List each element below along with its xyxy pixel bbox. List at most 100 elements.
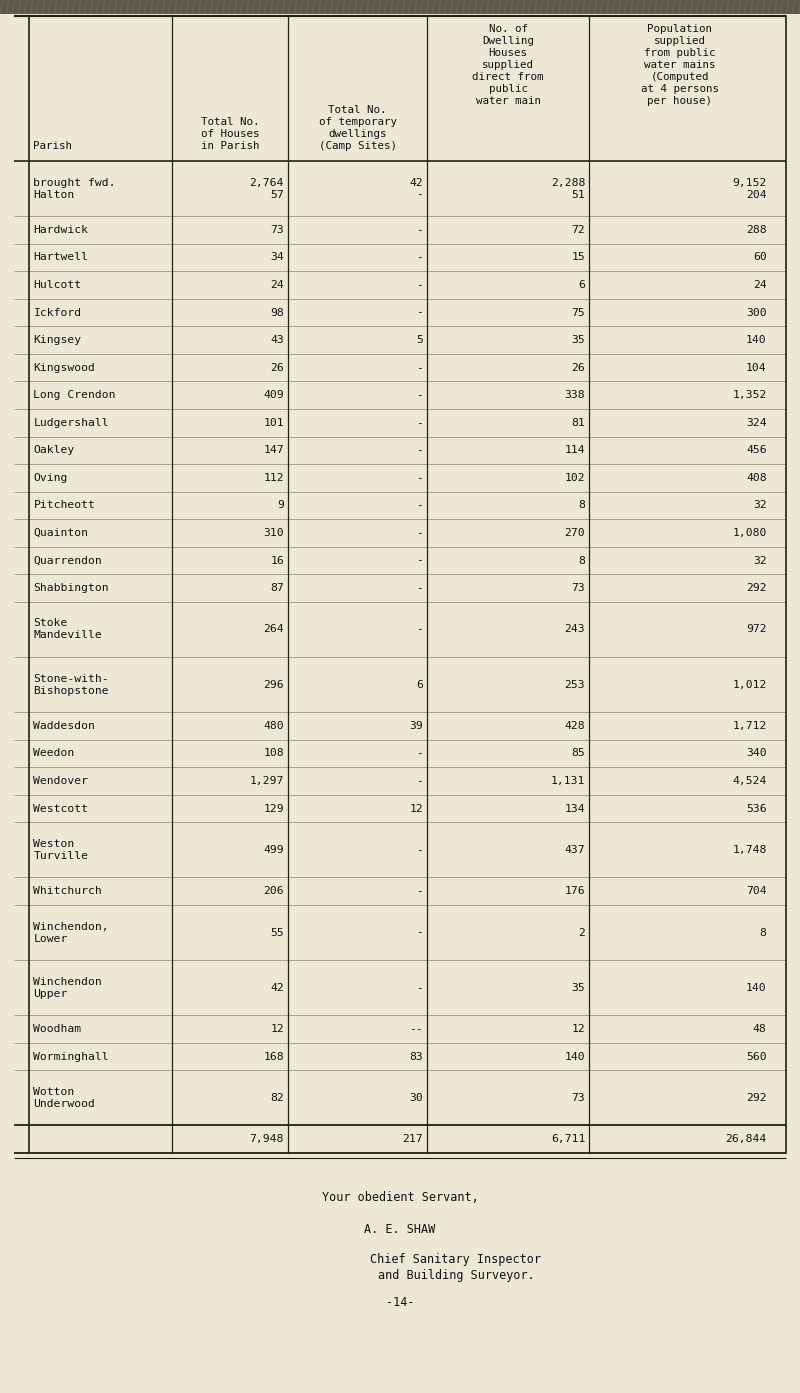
Text: -: -: [416, 418, 423, 428]
Text: 428: 428: [565, 722, 585, 731]
Text: 81: 81: [571, 418, 585, 428]
Text: Woodham: Woodham: [34, 1024, 82, 1034]
Text: No. of
Dwelling
Houses
supplied
direct from
public
water main: No. of Dwelling Houses supplied direct f…: [472, 24, 544, 106]
Text: 1,131: 1,131: [550, 776, 585, 786]
Text: -: -: [416, 556, 423, 566]
Text: 42: 42: [270, 982, 284, 993]
Text: Hartwell: Hartwell: [34, 252, 89, 262]
Text: -: -: [416, 528, 423, 538]
Text: 264: 264: [263, 624, 284, 634]
Text: 536: 536: [746, 804, 766, 814]
Text: 101: 101: [263, 418, 284, 428]
Text: -: -: [416, 308, 423, 318]
Text: 2,764
57: 2,764 57: [250, 177, 284, 199]
Text: -: -: [416, 224, 423, 235]
Text: 8: 8: [578, 556, 585, 566]
Text: -: -: [416, 446, 423, 456]
Text: -: -: [416, 748, 423, 758]
Text: 112: 112: [263, 472, 284, 483]
Text: Stone-with-
Bishopstone: Stone-with- Bishopstone: [34, 674, 109, 695]
Text: -: -: [416, 624, 423, 634]
Text: Hardwick: Hardwick: [34, 224, 89, 235]
Text: 2,288
51: 2,288 51: [550, 177, 585, 199]
Text: 83: 83: [410, 1052, 423, 1061]
Text: -: -: [416, 584, 423, 593]
Text: 73: 73: [571, 584, 585, 593]
Text: Pitcheott: Pitcheott: [34, 500, 95, 510]
Text: 1,712: 1,712: [732, 722, 766, 731]
Text: 338: 338: [565, 390, 585, 400]
Text: 6: 6: [578, 280, 585, 290]
Text: 324: 324: [746, 418, 766, 428]
Text: 39: 39: [410, 722, 423, 731]
Text: 108: 108: [263, 748, 284, 758]
Text: Parish: Parish: [34, 141, 73, 150]
Text: Ickford: Ickford: [34, 308, 82, 318]
Text: 147: 147: [263, 446, 284, 456]
Text: 85: 85: [571, 748, 585, 758]
Text: 102: 102: [565, 472, 585, 483]
Text: Waddesdon: Waddesdon: [34, 722, 95, 731]
Text: brought fwd.
Halton: brought fwd. Halton: [34, 177, 116, 199]
Text: Total No.
of temporary
dwellings
(Camp Sites): Total No. of temporary dwellings (Camp S…: [318, 104, 397, 150]
Text: 114: 114: [565, 446, 585, 456]
Text: -: -: [416, 390, 423, 400]
Text: 8: 8: [578, 500, 585, 510]
Text: 437: 437: [565, 846, 585, 855]
Text: 9: 9: [277, 500, 284, 510]
Text: 310: 310: [263, 528, 284, 538]
Text: Your obedient Servant,: Your obedient Servant,: [322, 1191, 478, 1204]
Text: 2: 2: [578, 928, 585, 937]
Text: Stoke
Mandeville: Stoke Mandeville: [34, 618, 102, 641]
Text: 16: 16: [270, 556, 284, 566]
Text: 9,152
204: 9,152 204: [732, 177, 766, 199]
Text: 129: 129: [263, 804, 284, 814]
Text: 288: 288: [746, 224, 766, 235]
Text: 140: 140: [746, 982, 766, 993]
Text: Total No.
of Houses
in Parish: Total No. of Houses in Parish: [201, 117, 259, 150]
Bar: [0, 0, 800, 14]
Text: Quainton: Quainton: [34, 528, 89, 538]
Text: -: -: [416, 500, 423, 510]
Text: 6,711: 6,711: [550, 1134, 585, 1144]
Text: 75: 75: [571, 308, 585, 318]
Text: 176: 176: [565, 886, 585, 896]
Text: 72: 72: [571, 224, 585, 235]
Text: 73: 73: [571, 1094, 585, 1103]
Text: Whitchurch: Whitchurch: [34, 886, 102, 896]
Text: 73: 73: [270, 224, 284, 235]
Text: -: -: [416, 280, 423, 290]
Text: 296: 296: [263, 680, 284, 690]
Text: Winchendon,
Lower: Winchendon, Lower: [34, 922, 109, 943]
Text: 48: 48: [753, 1024, 766, 1034]
Text: 340: 340: [746, 748, 766, 758]
Text: 30: 30: [410, 1094, 423, 1103]
Text: Quarrendon: Quarrendon: [34, 556, 102, 566]
Text: 292: 292: [746, 584, 766, 593]
Text: Weedon: Weedon: [34, 748, 74, 758]
Text: Wendover: Wendover: [34, 776, 89, 786]
Text: -14-: -14-: [386, 1295, 414, 1309]
Text: -: -: [416, 928, 423, 937]
Text: 15: 15: [571, 252, 585, 262]
Text: Winchendon
Upper: Winchendon Upper: [34, 976, 102, 999]
Text: Wotton
Underwood: Wotton Underwood: [34, 1087, 95, 1109]
Text: 270: 270: [565, 528, 585, 538]
Text: 140: 140: [565, 1052, 585, 1061]
Text: 26,844: 26,844: [726, 1134, 766, 1144]
Text: 24: 24: [753, 280, 766, 290]
Text: 704: 704: [746, 886, 766, 896]
Text: 560: 560: [746, 1052, 766, 1061]
Text: 499: 499: [263, 846, 284, 855]
Text: Weston
Turville: Weston Turville: [34, 839, 89, 861]
Text: 12: 12: [270, 1024, 284, 1034]
Text: 35: 35: [571, 336, 585, 345]
Text: 87: 87: [270, 584, 284, 593]
Text: -: -: [416, 846, 423, 855]
Text: Chief Sanitary Inspector
and Building Surveyor.: Chief Sanitary Inspector and Building Su…: [370, 1252, 542, 1282]
Text: Westcott: Westcott: [34, 804, 89, 814]
Text: 12: 12: [571, 1024, 585, 1034]
Text: -: -: [416, 776, 423, 786]
Text: 480: 480: [263, 722, 284, 731]
Text: 26: 26: [571, 362, 585, 373]
